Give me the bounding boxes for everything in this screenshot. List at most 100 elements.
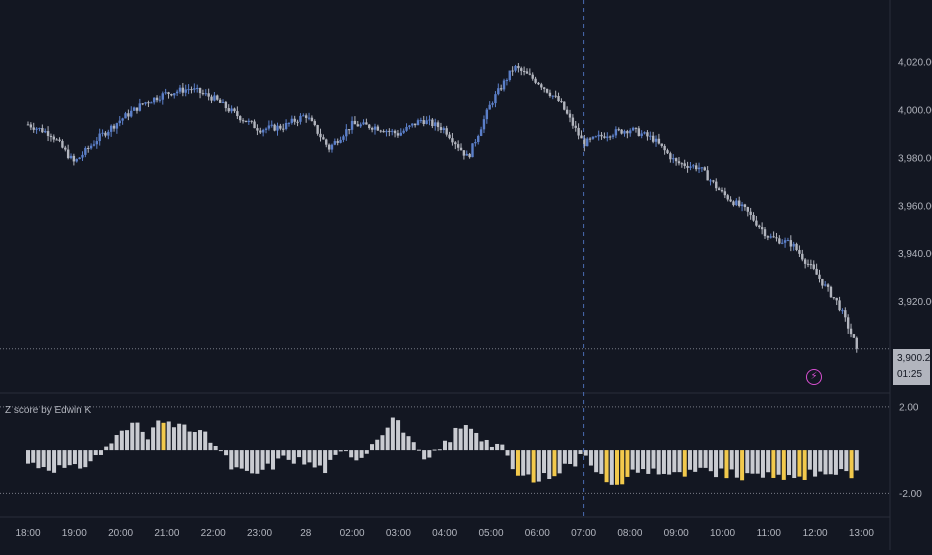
zscore-bar [693, 450, 698, 472]
candle-body [210, 96, 213, 101]
zscore-bar [109, 443, 114, 451]
zscore-bar [573, 450, 578, 467]
candle-body [161, 93, 164, 100]
zscore-bar [578, 450, 583, 454]
zscore-bar [130, 422, 135, 451]
candle-body [155, 97, 159, 101]
candle-body [531, 74, 534, 79]
candle-body [115, 123, 119, 129]
zscore-bar [244, 450, 249, 471]
zscore-bar [609, 450, 614, 485]
zscore-bar [161, 422, 166, 451]
zscore-bar [349, 450, 354, 458]
time-tick-label: 06:00 [525, 528, 550, 539]
candle-body [789, 240, 793, 247]
indicator-pane[interactable] [0, 406, 890, 494]
candle-body [270, 124, 273, 126]
zscore-bar [307, 450, 312, 463]
zscore-bar [203, 431, 208, 451]
candle-body [112, 125, 116, 129]
candle-body [304, 115, 308, 118]
candle-body [345, 129, 348, 137]
zscore-bar [333, 450, 338, 455]
candle-body [233, 108, 236, 112]
candle-body [135, 107, 139, 111]
candle-body [766, 236, 770, 238]
zscore-bar [802, 450, 807, 480]
candle-body [439, 127, 443, 131]
candle-body [359, 124, 362, 127]
candle-body [611, 135, 615, 137]
candle-body [563, 101, 566, 110]
candle-body [287, 122, 291, 124]
candle-body [141, 103, 144, 105]
candle-body [686, 165, 689, 168]
candle-body [832, 297, 836, 299]
candle-body [181, 87, 185, 93]
candle-body [451, 138, 454, 143]
zscore-bar [505, 450, 510, 456]
candle-body [109, 125, 113, 132]
candle-body [462, 150, 466, 156]
lightning-icon[interactable]: ⚡ [806, 369, 822, 385]
candle-body [150, 102, 153, 104]
zscore-bar [625, 450, 630, 477]
candle-body [594, 136, 598, 138]
candle-body [216, 95, 219, 100]
time-axis[interactable]: 18:00 19:00 20:00 21:00 22:00 23:00 28 02:00 03:… [15, 528, 874, 539]
zscore-bar [755, 450, 760, 474]
candle-body [413, 123, 417, 126]
candle-body [276, 125, 279, 131]
candle-body [755, 220, 758, 226]
indicator-title[interactable]: Z score by Edwin K [5, 405, 92, 416]
zscore-bar [833, 450, 838, 475]
zscore-bar [46, 450, 51, 471]
candle-body [829, 286, 833, 298]
zscore-bar [531, 450, 536, 483]
candle-body [852, 334, 856, 338]
time-tick-label: 08:00 [617, 528, 642, 539]
candle-body [190, 89, 193, 91]
price-tick-label: 4,020.00 [898, 58, 932, 69]
candle-body [299, 115, 302, 122]
zscore-bar [734, 450, 739, 478]
zscore-bar [641, 450, 646, 470]
zscore-bar [375, 439, 380, 451]
candle-body [485, 109, 489, 120]
chart-overlay [0, 0, 891, 550]
zscore-bar [41, 450, 46, 468]
candle-body [769, 236, 772, 238]
candle-body [385, 130, 388, 133]
zscore-bar [474, 432, 479, 451]
candle-body [267, 125, 271, 129]
time-tick-label: 13:00 [849, 528, 874, 539]
candle-body [55, 139, 58, 141]
candle-body [434, 122, 437, 127]
candle-body [803, 259, 807, 264]
zscore-bar [740, 450, 745, 481]
time-tick-label: 03:00 [386, 528, 411, 539]
candle-body [428, 119, 431, 121]
candle-body [259, 130, 262, 133]
candle-body [597, 134, 600, 137]
zscore-bar [703, 450, 708, 468]
candle-body [838, 300, 841, 311]
candle-body [474, 142, 477, 144]
candle-body [580, 135, 583, 139]
zscore-bar [276, 450, 281, 459]
candle-body [542, 87, 546, 89]
candle-body [663, 145, 666, 151]
price-axis[interactable]: 4,020.00 4,000.00 3,980.00 3,960.00 3,940.00… [898, 58, 932, 500]
candle-body [795, 243, 798, 251]
candle-body [809, 264, 813, 266]
zscore-bar [568, 450, 573, 464]
candle-body [826, 284, 830, 287]
zscore-bar [787, 450, 792, 476]
candle-body [723, 191, 727, 196]
candle-body [402, 130, 405, 133]
candle-body [637, 128, 641, 136]
price-pane[interactable] [26, 63, 858, 353]
candle-body [244, 120, 248, 123]
